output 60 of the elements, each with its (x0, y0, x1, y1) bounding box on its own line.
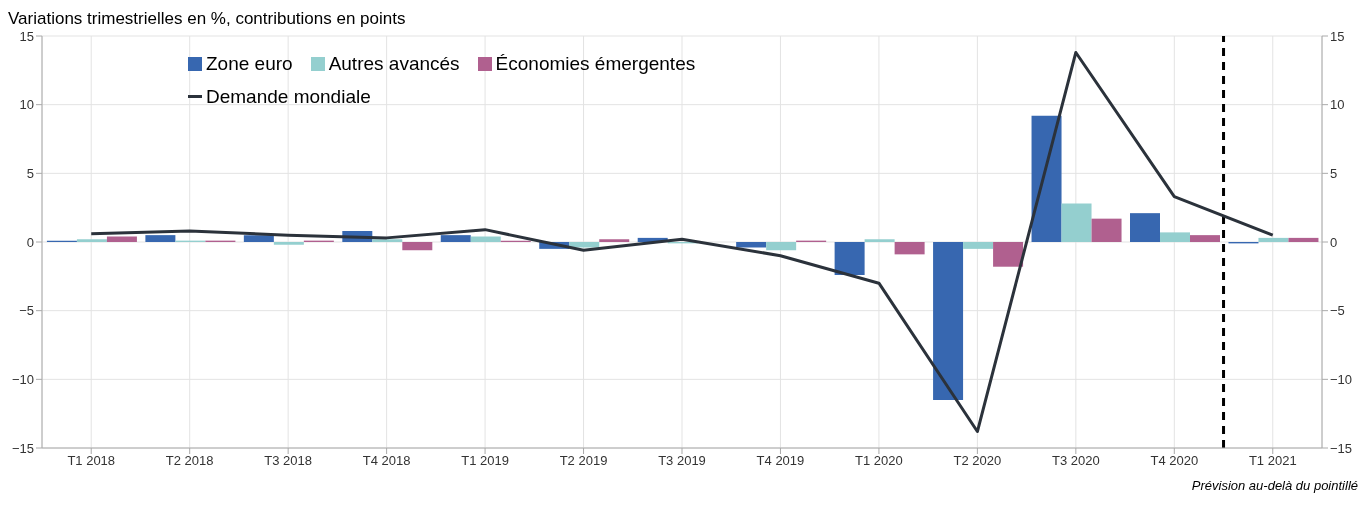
bar (372, 239, 403, 242)
bar (864, 239, 895, 242)
legend-label: Zone euro (206, 52, 293, 76)
x-tick-label: T2 2019 (559, 453, 608, 469)
x-tick-label: T3 2018 (264, 453, 313, 469)
x-tick-label: T1 2021 (1248, 453, 1297, 469)
y-tick-label: −10 (11, 371, 34, 387)
legend-label: Économies émergentes (495, 52, 696, 76)
line-series (89, 50, 1275, 434)
bar (894, 242, 925, 255)
bar (933, 242, 964, 400)
x-tick-label: T1 2020 (855, 453, 903, 469)
bar (76, 239, 107, 242)
bar (766, 242, 797, 251)
bar (470, 236, 501, 242)
bar (1130, 213, 1160, 242)
legend-label: Autres avancés (328, 52, 460, 76)
x-tick-label: T2 2020 (953, 453, 1002, 469)
bar (1091, 218, 1122, 242)
y-tick-label: −5 (19, 303, 34, 319)
bar (1258, 237, 1289, 242)
y2-tick-label: 5 (1330, 165, 1338, 181)
x-tick-label: T3 2020 (1051, 453, 1100, 469)
bar (1031, 115, 1062, 242)
bar (273, 242, 304, 245)
bar (599, 239, 630, 242)
bar (736, 242, 767, 248)
x-tick-label: T2 2018 (165, 453, 214, 469)
bar (963, 242, 994, 249)
bar (243, 235, 274, 242)
bar (1061, 203, 1092, 242)
bar (1190, 235, 1220, 242)
text: Prévision au-delà du pointillé (1190, 478, 1359, 493)
x-tick-label: T1 2019 (461, 453, 509, 469)
x-tick-label: T1 2018 (67, 453, 116, 469)
bar (440, 235, 471, 242)
bar (1160, 232, 1190, 242)
y2-tick-label: 15 (1330, 28, 1345, 44)
legend-label: Demande mondiale (206, 84, 371, 109)
y2-tick-label: −5 (1330, 303, 1345, 319)
x-tick-label: T3 2019 (658, 453, 706, 469)
x-tick-label: T4 2019 (756, 453, 805, 469)
bar (402, 242, 433, 251)
bar (1288, 237, 1319, 242)
y-tick-label: 10 (19, 97, 34, 113)
x-tick-label: T4 2020 (1150, 453, 1199, 469)
y2-tick-label: 10 (1330, 97, 1345, 113)
chart-title: Variations trimestrielles en %, contributions en points (8, 8, 407, 30)
x-tick-label: T4 2018 (362, 453, 411, 469)
y-tick-label: −15 (11, 440, 34, 456)
bar (106, 236, 137, 242)
bar (834, 242, 865, 275)
bar (145, 235, 176, 242)
y2-tick-label: −15 (1330, 440, 1353, 456)
y2-tick-label: −10 (1330, 371, 1353, 387)
y2-tick-label: 0 (1330, 234, 1338, 250)
y-tick-label: 5 (26, 165, 34, 181)
bar (993, 242, 1024, 267)
y-tick-label: 0 (26, 234, 34, 250)
y-tick-label: 15 (19, 28, 34, 44)
